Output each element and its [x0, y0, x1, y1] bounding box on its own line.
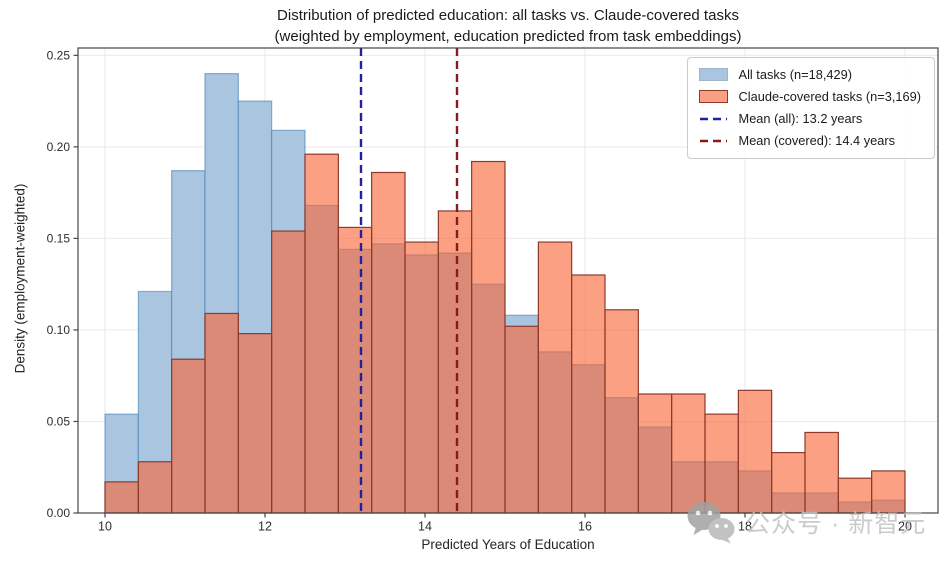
svg-text:0.10: 0.10 [47, 323, 71, 337]
svg-text:14: 14 [418, 520, 432, 534]
svg-text:0.05: 0.05 [47, 414, 71, 428]
legend-label-all-tasks: All tasks (n=18,429) [738, 67, 852, 82]
legend-label-mean-all: Mean (all): 13.2 years [738, 111, 863, 126]
svg-text:0.15: 0.15 [47, 231, 71, 245]
covered-tasks-swatch [698, 90, 728, 103]
x-axis-label: Predicted Years of Education [421, 537, 595, 552]
legend-item-all-tasks: All tasks (n=18,429) [698, 66, 921, 83]
legend-item-covered-tasks: Claude-covered tasks (n=3,169) [698, 88, 921, 105]
all-tasks-swatch [698, 68, 728, 81]
svg-text:0.00: 0.00 [47, 506, 71, 520]
svg-text:20: 20 [898, 520, 912, 534]
legend-label-covered-tasks: Claude-covered tasks (n=3,169) [738, 89, 921, 104]
svg-text:0.25: 0.25 [47, 48, 71, 62]
legend: All tasks (n=18,429) Claude-covered task… [686, 57, 935, 159]
svg-text:16: 16 [578, 520, 592, 534]
legend-label-mean-covered: Mean (covered): 14.4 years [738, 133, 896, 148]
legend-item-mean-covered: Mean (covered): 14.4 years [699, 132, 921, 149]
chart-title: Distribution of predicted education: all… [78, 5, 938, 47]
legend-item-mean-all: Mean (all): 13.2 years [699, 110, 921, 127]
y-axis-label: Density (employment-weighted) [12, 183, 28, 374]
svg-text:12: 12 [258, 520, 272, 534]
mean-all-dash-icon [699, 117, 727, 120]
mean-covered-dash-icon [699, 139, 727, 142]
chart-title-line1: Distribution of predicted education: all… [277, 7, 739, 24]
svg-text:10: 10 [98, 520, 112, 534]
svg-text:0.20: 0.20 [47, 140, 71, 154]
chart-title-line2: (weighted by employment, education predi… [274, 28, 742, 45]
svg-text:18: 18 [738, 520, 752, 534]
